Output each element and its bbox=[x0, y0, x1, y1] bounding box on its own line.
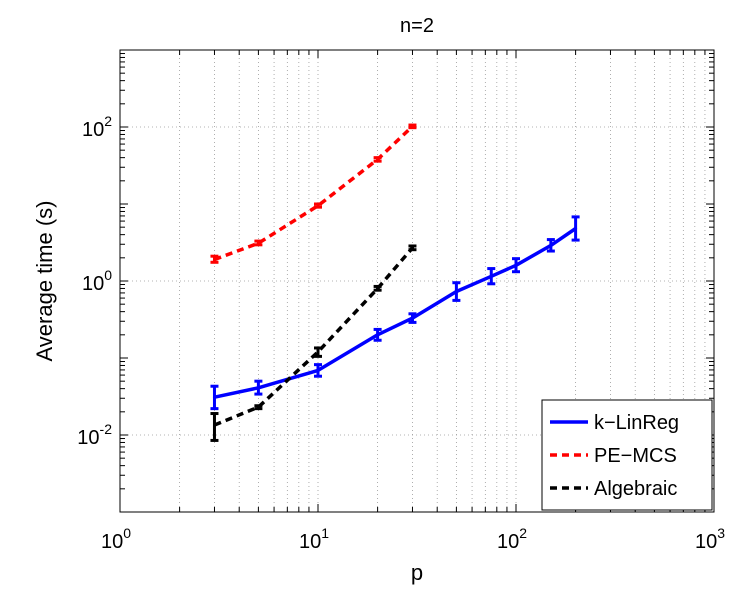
data-point bbox=[212, 423, 216, 427]
data-point bbox=[376, 333, 380, 337]
legend-box bbox=[541, 399, 713, 511]
data-point bbox=[549, 243, 553, 247]
x-tick-label: 103 bbox=[695, 525, 725, 553]
x-tick-label: 102 bbox=[497, 525, 527, 553]
chart-title: n=2 bbox=[400, 15, 434, 37]
data-point bbox=[376, 286, 380, 290]
legend: k−LinReg PE−MCS Algebraic bbox=[541, 399, 713, 511]
data-point bbox=[410, 246, 414, 250]
series-line bbox=[213, 246, 414, 427]
x-tick-label: 100 bbox=[101, 525, 131, 553]
data-point bbox=[410, 124, 414, 128]
series-line bbox=[213, 125, 414, 262]
y-tick-label: 100 bbox=[82, 267, 112, 295]
data-point bbox=[454, 290, 458, 294]
data-point bbox=[410, 316, 414, 320]
data-point bbox=[376, 157, 380, 161]
x-axis-label: p bbox=[411, 560, 423, 585]
y-axis-label: Average time (s) bbox=[32, 201, 57, 362]
data-point bbox=[316, 204, 320, 208]
data-point bbox=[489, 274, 493, 278]
ticks: 100 101 102 103 10-2 100 102 bbox=[77, 49, 725, 553]
legend-label: PE−MCS bbox=[594, 445, 677, 467]
data-point bbox=[212, 395, 216, 399]
data-point bbox=[316, 350, 320, 354]
legend-label: Algebraic bbox=[594, 478, 677, 500]
data-point bbox=[256, 405, 260, 409]
data-point bbox=[256, 386, 260, 390]
series-1 bbox=[210, 123, 417, 264]
y-tick-label: 102 bbox=[82, 113, 112, 141]
x-tick-label: 101 bbox=[299, 525, 329, 553]
data-point bbox=[212, 258, 216, 262]
series-layer bbox=[210, 123, 580, 442]
data-point bbox=[316, 368, 320, 372]
series-2 bbox=[210, 244, 417, 442]
legend-label: k−LinReg bbox=[594, 412, 679, 434]
data-point bbox=[574, 227, 578, 231]
data-point bbox=[514, 263, 518, 267]
data-point bbox=[256, 241, 260, 245]
y-tick-label: 10-2 bbox=[77, 421, 112, 449]
